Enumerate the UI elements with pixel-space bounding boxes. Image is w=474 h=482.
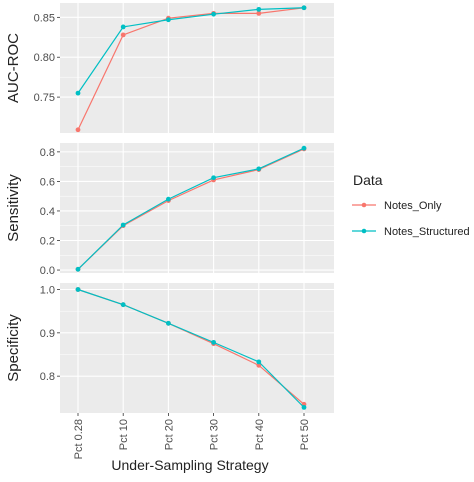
data-point xyxy=(120,32,126,38)
x-tick-label: Pct 30 xyxy=(209,419,221,450)
series-line-notes-structured xyxy=(77,288,305,408)
data-point xyxy=(120,222,126,228)
data-point xyxy=(166,17,171,23)
series-line-notes-structured xyxy=(77,7,305,94)
data-point xyxy=(166,320,171,326)
data-point xyxy=(256,362,262,368)
data-point xyxy=(120,24,126,30)
data-point xyxy=(211,339,217,345)
legend: Data Notes_Only Notes_Structured xyxy=(352,172,470,238)
x-tick-label: Pct 50 xyxy=(299,419,311,450)
data-point xyxy=(75,266,81,272)
panel-0: 0.75 0.80 0.85 AUC-ROC xyxy=(5,3,334,133)
y-axis-label: Sensitivity xyxy=(5,174,22,242)
x-tick-label: Pct 40 xyxy=(254,419,266,450)
legend-label: Notes_Only xyxy=(384,200,442,212)
y-axis-label: AUC-ROC xyxy=(5,33,22,103)
y-tick-label: 0.8 xyxy=(40,147,55,159)
legend-label: Notes_Structured xyxy=(384,226,470,238)
data-point xyxy=(166,196,171,202)
panel-background xyxy=(60,283,334,413)
y-tick-label: 0.2 xyxy=(40,236,55,248)
y-tick-label: 0.6 xyxy=(40,176,55,188)
panel-2: 0.8 0.9 1.0 Specificity xyxy=(5,283,334,413)
x-axis-ticks: Pct 0.28 Pct 10 Pct 20 Pct 30 Pct 40 Pct 50 xyxy=(73,413,311,459)
y-axis-label: Specificity xyxy=(5,314,22,382)
x-axis-label: Under-Sampling Strategy xyxy=(111,457,268,473)
series-line-notes-only xyxy=(77,7,305,131)
y-tick-label: 0.85 xyxy=(34,12,55,24)
data-point xyxy=(75,287,81,292)
data-point xyxy=(301,145,307,151)
y-tick-label: 0.4 xyxy=(40,206,55,218)
y-tick-label: 0.75 xyxy=(34,92,55,104)
legend-entry-notes-only: Notes_Only xyxy=(352,200,442,212)
panel-background xyxy=(60,143,334,273)
legend-key-point xyxy=(361,228,367,234)
data-point xyxy=(211,11,217,17)
data-point xyxy=(256,10,262,16)
data-point xyxy=(256,6,262,12)
x-tick-label: Pct 0.28 xyxy=(73,419,85,459)
panel-background xyxy=(60,3,334,133)
y-tick-label: 0.0 xyxy=(40,265,55,277)
data-point xyxy=(75,90,81,96)
legend-key-point xyxy=(361,202,367,208)
data-point xyxy=(301,5,307,11)
y-tick-label: 0.80 xyxy=(34,52,55,64)
x-tick-label: Pct 10 xyxy=(118,419,130,450)
data-point xyxy=(75,127,81,133)
y-tick-label: 0.9 xyxy=(40,328,55,340)
y-tick-label: 0.8 xyxy=(40,371,55,383)
panel-1: 0.0 0.2 0.4 0.6 0.8 Sensitivity xyxy=(5,143,334,277)
legend-title: Data xyxy=(353,172,383,188)
data-point xyxy=(301,404,307,410)
panels: 0.75 0.80 0.85 AUC-ROC 0.0 0.2 0.4 0.6 0.8 Sensit… xyxy=(5,3,334,413)
data-point xyxy=(120,302,126,308)
y-tick-label: 1.0 xyxy=(40,285,55,297)
data-point xyxy=(211,175,217,181)
data-point xyxy=(256,166,262,172)
data-point xyxy=(256,359,262,365)
legend-entry-notes-structured: Notes_Structured xyxy=(352,226,470,238)
x-tick-label: Pct 20 xyxy=(163,419,175,450)
series-line-notes-structured xyxy=(77,147,305,270)
